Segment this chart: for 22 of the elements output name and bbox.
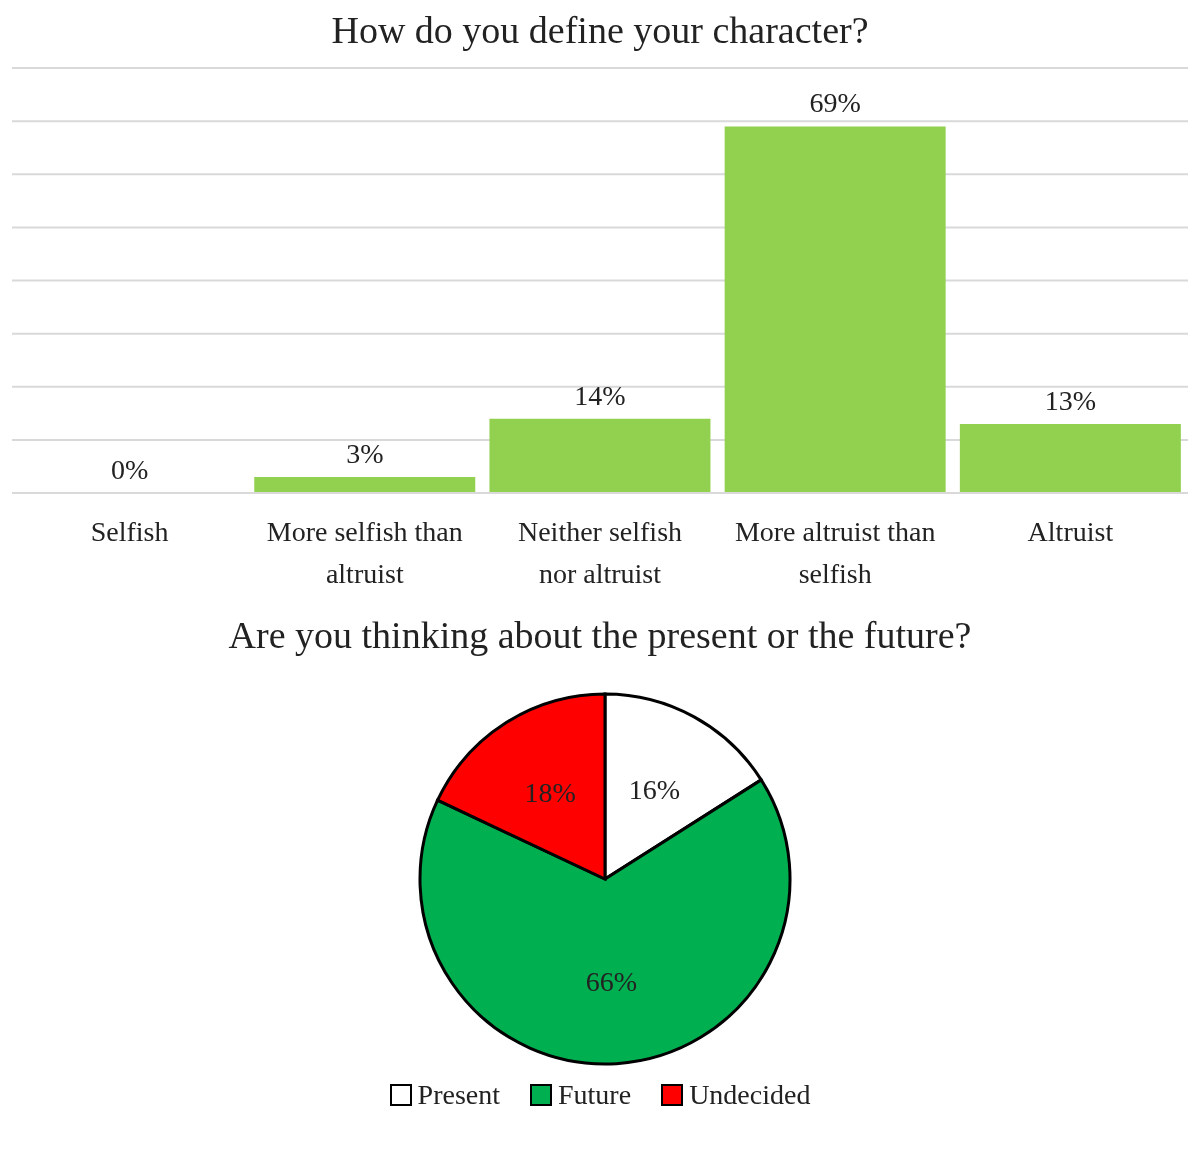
bar — [254, 477, 476, 493]
data-label: 16% — [628, 773, 681, 805]
chart-title: Are you thinking about the present or the future? — [227, 613, 973, 658]
x-tick-label: More altruist than selfish — [734, 516, 936, 589]
data-label: 14% — [574, 379, 626, 411]
bar — [724, 126, 946, 493]
x-tick-label: More selfish than altruist — [266, 516, 463, 589]
data-label: 69% — [809, 87, 861, 119]
legend-label: Undecided — [688, 1079, 811, 1111]
data-label: 0% — [110, 454, 149, 485]
chart-title: How do you define your character? — [330, 8, 870, 53]
x-tick-label: Selfish — [90, 516, 169, 547]
legend-label: Present — [416, 1079, 501, 1111]
bar — [959, 423, 1181, 493]
data-label: 13% — [1044, 384, 1097, 416]
data-label: 66% — [585, 965, 638, 997]
data-label: 3% — [346, 438, 384, 470]
x-tick-label: Altruist — [1027, 516, 1114, 547]
bar — [489, 418, 711, 493]
legend-label: Future — [557, 1079, 632, 1111]
x-tick-label: Neither selfish nor altruist — [517, 516, 683, 589]
data-label: 18% — [524, 776, 576, 808]
